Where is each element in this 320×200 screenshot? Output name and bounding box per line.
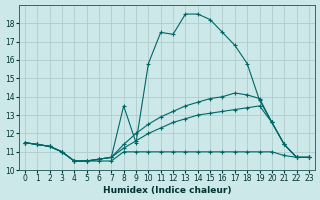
X-axis label: Humidex (Indice chaleur): Humidex (Indice chaleur)	[103, 186, 231, 195]
